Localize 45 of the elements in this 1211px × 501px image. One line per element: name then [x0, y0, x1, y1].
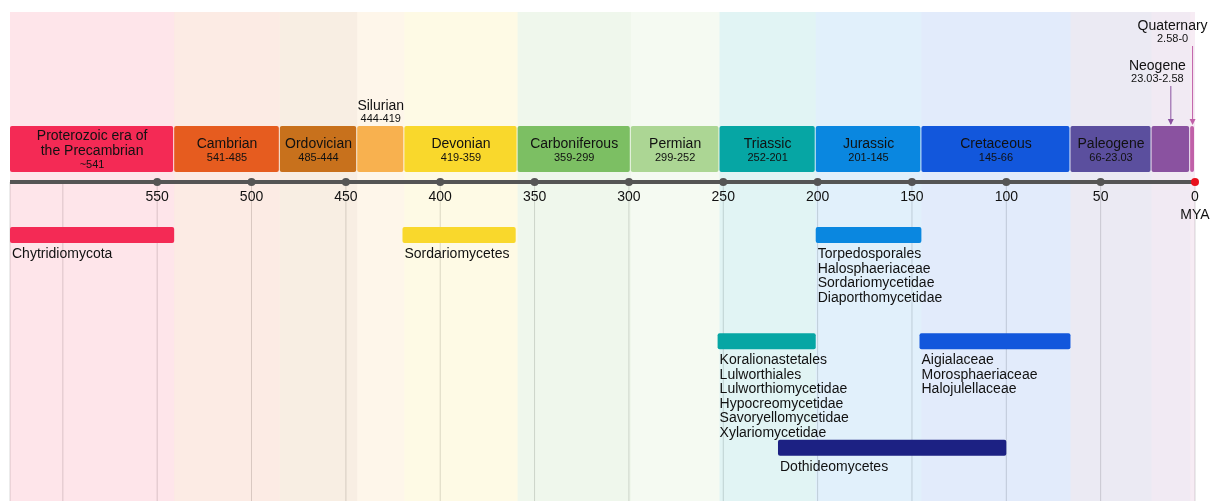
band-label: Cambrian — [196, 134, 258, 151]
x-axis-title: MYA — [1179, 206, 1211, 222]
band-label: Carboniferous — [530, 134, 619, 151]
text: 541-485 — [206, 150, 248, 163]
series-label: Chytridiomycota — [12, 245, 113, 261]
x-tick-label: 100 — [994, 188, 1019, 204]
x-tick-label: 150 — [900, 188, 924, 204]
text: 485-444 — [298, 150, 339, 163]
x-tick-label: 350 — [522, 188, 547, 204]
text: 252-201 — [747, 150, 788, 163]
band-label: Devonian — [431, 134, 491, 151]
series-label: Aigialaceae Morosphaeriaceae Halojulellaceae — [921, 351, 1038, 397]
band-label: Quaternary — [1137, 17, 1208, 33]
band-label: Jurassic — [842, 134, 895, 151]
text: 299-252 — [654, 150, 696, 163]
series-label: Koralionastetales Lulworthiales Lulworthiomycetidae Hypocreomycetidae Savoryellomycetidae Xylariomycetidae — [719, 351, 849, 440]
text: 2.58-0 — [1157, 32, 1189, 44]
band-label: Triassic — [743, 134, 792, 151]
x-tick-label: 50 — [1092, 188, 1109, 204]
band-label: Ordovician — [285, 134, 352, 151]
x-tick-label: 550 — [145, 188, 170, 204]
text: 444-419 — [360, 112, 401, 124]
text: ~541 — [79, 158, 105, 170]
text: 359-299 — [554, 150, 595, 163]
x-tick-label: 450 — [334, 188, 358, 204]
band-label: Cretaceous — [960, 134, 1032, 151]
band-label: Neogene — [1128, 57, 1186, 73]
series-label: Dothideomycetes — [779, 457, 889, 474]
text: 201-145 — [848, 150, 889, 163]
text: 145-66 — [978, 150, 1014, 163]
band-label: Paleogene — [1077, 134, 1145, 151]
band-label: Silurian — [357, 97, 405, 113]
series-label: Sordariomycetes — [404, 245, 510, 261]
series-label: Torpedosporales Halosphaeriaceae Sordariomycetidae Diaporthomycetidae — [817, 245, 943, 305]
x-tick-label: 300 — [617, 188, 641, 204]
x-tick-label: 250 — [711, 188, 736, 204]
x-tick-label: 500 — [239, 188, 264, 204]
x-tick-label: 0 — [1191, 188, 1200, 204]
text: 66-23.03 — [1089, 150, 1133, 163]
x-tick-label: 400 — [428, 188, 453, 204]
band-label: Permian — [649, 134, 702, 151]
x-tick-label: 200 — [805, 188, 830, 204]
text: 23.03-2.58 — [1131, 72, 1184, 84]
text: 419-359 — [440, 150, 482, 163]
band-label: Proterozoic era of the Precambrian — [36, 127, 148, 158]
